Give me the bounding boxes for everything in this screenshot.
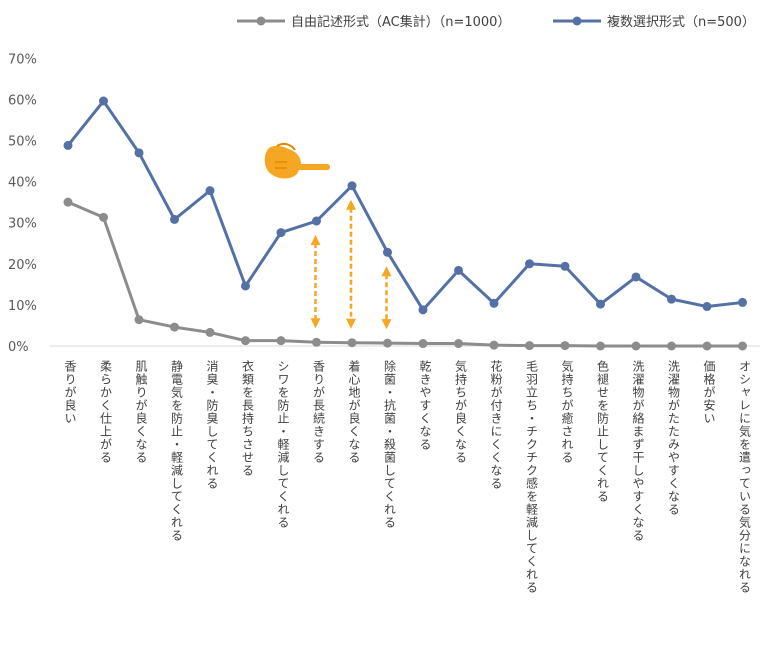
data-point-1-4 <box>205 186 215 196</box>
data-point-0-14 <box>560 341 570 351</box>
data-point-0-16 <box>631 341 641 351</box>
series-line-1 <box>66 99 743 312</box>
data-point-1-12 <box>489 298 499 308</box>
legend-label-1: 複数選択形式（n=500） <box>607 14 755 30</box>
y-tick-label: 70% <box>8 52 37 67</box>
x-tick-label: 花粉が付きにくくなる <box>489 359 503 490</box>
gap-arrow <box>381 266 392 330</box>
data-point-1-14 <box>560 261 570 271</box>
data-point-1-16 <box>631 272 641 282</box>
series-group <box>63 96 747 351</box>
data-point-1-1 <box>99 96 108 106</box>
legend-label-0: 自由記述形式（AC集計）（n=1000） <box>291 14 510 30</box>
y-tick-label: 40% <box>8 176 37 191</box>
y-axis: 0% 10% 20% 30% 40% 50% 60% 70% <box>8 52 37 355</box>
data-point-1-18 <box>702 302 712 312</box>
y-tick-label: 20% <box>8 258 37 273</box>
y-tick-label: 60% <box>8 93 37 108</box>
data-point-1-17 <box>667 294 676 304</box>
data-point-1-2 <box>134 148 144 158</box>
x-tick-label: 価格が安い <box>702 360 716 425</box>
x-tick-label: 洗濯物がたたみやすくなる <box>667 360 681 516</box>
data-point-1-13 <box>525 259 534 269</box>
gap-arrow <box>310 235 321 329</box>
data-point-0-15 <box>596 341 605 351</box>
x-axis: 香りが良い 柔らかく仕上がる 肌触りが良くなる 静電気を防止・軽減してくれる 消臭・防臭… <box>63 359 752 594</box>
y-tick-label: 10% <box>8 299 37 314</box>
gap-arrow <box>346 199 356 329</box>
legend: 自由記述形式（AC集計）（n=1000） 複数選択形式（n=500） <box>237 14 755 30</box>
data-point-0-10 <box>418 339 428 349</box>
data-point-0-1 <box>99 212 108 222</box>
x-tick-label: 気持ちが良くなる <box>454 359 468 464</box>
data-point-1-19 <box>738 297 747 307</box>
data-point-1-0 <box>63 140 73 150</box>
data-point-1-6 <box>276 228 286 238</box>
legend-swatch-marker-1 <box>572 16 582 26</box>
x-tick-label: 乾きやすくなる <box>418 360 432 451</box>
data-point-0-12 <box>489 340 499 350</box>
x-tick-label: 洗濯物が絡まず干しやすくなる <box>631 360 645 542</box>
x-tick-label: 静電気を防止・軽減してくれる <box>170 360 184 542</box>
data-point-0-5 <box>241 336 250 346</box>
data-point-0-7 <box>312 337 321 347</box>
data-point-0-13 <box>525 341 534 351</box>
data-point-1-10 <box>418 305 428 315</box>
data-point-0-19 <box>738 341 747 351</box>
data-point-1-5 <box>241 281 250 291</box>
data-point-0-8 <box>347 338 357 348</box>
x-tick-label: 着心地が良くなる <box>347 359 361 464</box>
x-tick-label: 気持ちが癒される <box>560 359 574 464</box>
data-point-0-0 <box>63 197 73 207</box>
series-line-0 <box>67 200 743 348</box>
x-tick-label: 衣類を長持ちさせる <box>241 359 255 477</box>
data-point-1-7 <box>312 216 321 226</box>
x-tick-label: オシャレに気を遣っている気分になれる <box>738 360 752 594</box>
legend-swatch-marker-0 <box>256 16 266 26</box>
x-tick-label: 柔らかく仕上がる <box>99 360 113 464</box>
y-tick-label: 0% <box>8 340 29 355</box>
data-point-0-3 <box>170 322 179 332</box>
data-point-1-9 <box>383 247 392 257</box>
x-tick-label: 毛羽立ち・チクチク感を軽減してくれる <box>525 360 539 594</box>
y-tick-label: 50% <box>8 135 37 150</box>
data-point-0-17 <box>667 341 676 351</box>
y-tick-label: 30% <box>8 217 37 232</box>
annotations <box>264 142 392 330</box>
data-point-0-11 <box>454 339 463 349</box>
pointing-hand-icon <box>264 142 330 179</box>
data-point-0-18 <box>702 341 712 351</box>
x-tick-label: 肌触りが良くなる <box>134 360 148 464</box>
x-tick-label: 除菌・抗菌・殺菌してくれる <box>383 359 397 529</box>
data-point-0-4 <box>205 327 215 337</box>
x-tick-label: 香りが長続きする <box>312 360 326 464</box>
data-point-1-15 <box>596 299 605 309</box>
x-tick-label: 香りが良い <box>63 360 77 425</box>
x-tick-label: 消臭・防臭してくれる <box>205 360 219 490</box>
data-point-1-8 <box>347 181 357 191</box>
x-tick-label: シワを防止・軽減してくれる <box>276 360 290 529</box>
data-point-0-6 <box>276 336 286 346</box>
x-tick-label: 色褪せを防止してくれる <box>596 360 610 503</box>
data-point-0-9 <box>383 338 392 348</box>
data-point-1-11 <box>454 265 463 275</box>
data-point-0-2 <box>134 315 144 325</box>
data-point-1-3 <box>170 214 179 224</box>
